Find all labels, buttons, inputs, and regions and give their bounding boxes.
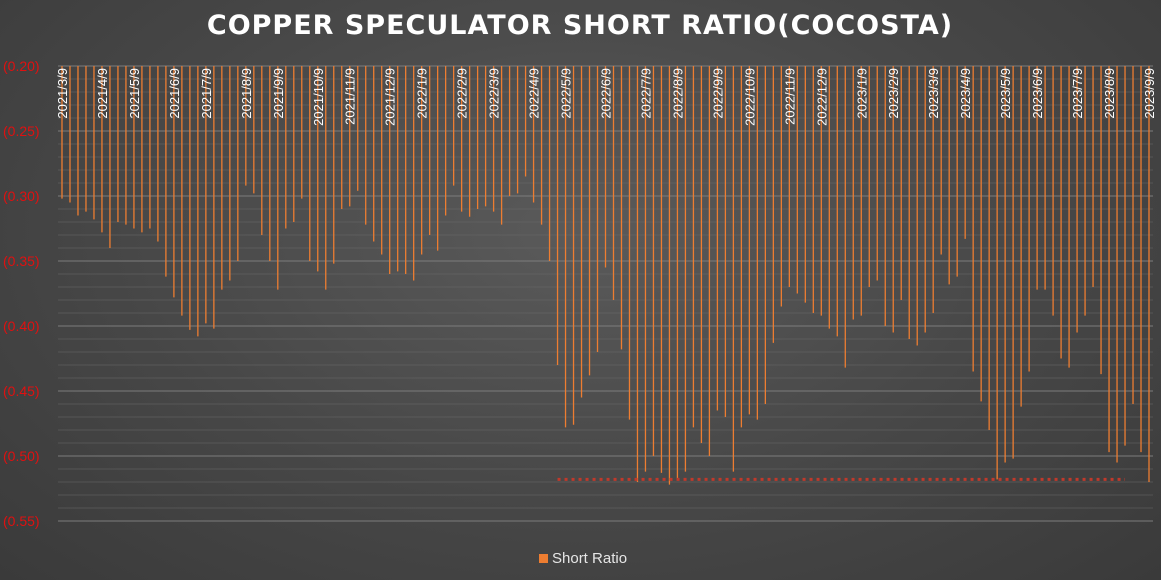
x-tick-label: 2021/3/9 [55,68,70,119]
x-tick-label: 2022/6/9 [599,68,614,119]
x-tick-label: 2021/9/9 [271,68,286,119]
y-axis: (0.20) (0.25) (0.30) (0.35) (0.40) (0.45) (0.5… [3,58,40,529]
legend-swatch-short-ratio [539,554,548,563]
x-tick-label: 2022/7/9 [638,68,653,119]
y-tick-label: (0.25) [3,123,40,139]
x-tick-label: 2022/12/9 [814,68,829,126]
x-tick-label: 2021/12/9 [383,68,398,126]
x-tick-label: 2023/3/9 [926,68,941,119]
legend: Short Ratio [539,550,627,567]
x-tick-label: 2023/8/9 [1102,68,1117,119]
x-tick-label: 2023/5/9 [998,68,1013,119]
x-tick-label: 2021/10/9 [311,68,326,126]
x-tick-label: 2022/2/9 [455,68,470,119]
x-tick-label: 2023/4/9 [958,68,973,119]
x-tick-label: 2022/9/9 [710,68,725,119]
x-tick-label: 2022/5/9 [559,68,574,119]
x-tick-label: 2023/6/9 [1030,68,1045,119]
x-tick-label: 2022/10/9 [742,68,757,126]
y-tick-label: (0.45) [3,383,40,399]
legend-label-short-ratio: Short Ratio [552,550,627,567]
x-tick-label: 2021/5/9 [127,68,142,119]
y-tick-label: (0.50) [3,448,40,464]
y-tick-label: (0.35) [3,253,40,269]
x-tick-label: 2021/7/9 [199,68,214,119]
x-tick-label: 2022/4/9 [527,68,542,119]
x-axis: 2021/3/9 2021/4/9 2021/5/9 2021/6/9 2021/7/9… [55,68,1157,126]
x-tick-label: 2022/3/9 [487,68,502,119]
x-tick-label: 2022/1/9 [415,68,430,119]
x-tick-label: 2021/11/9 [343,68,358,125]
y-tick-label: (0.20) [3,58,40,74]
x-tick-label: 2021/4/9 [95,68,110,119]
x-tick-label: 2022/8/9 [670,68,685,119]
x-tick-label: 2023/7/9 [1070,68,1085,119]
y-tick-label: (0.30) [3,188,40,204]
chart-title: COPPER SPECULATOR SHORT RATIO(COCOSTA) [207,10,953,41]
x-tick-label: 2021/6/9 [167,68,182,119]
x-tick-label: 2023/1/9 [854,68,869,119]
x-tick-label: 2023/2/9 [886,68,901,119]
bars [61,66,1150,485]
x-tick-label: 2023/9/9 [1142,68,1157,119]
y-tick-label: (0.55) [3,513,40,529]
x-tick-label: 2022/11/9 [782,68,797,125]
x-tick-label: 2021/8/9 [239,68,254,119]
y-tick-label: (0.40) [3,318,40,334]
